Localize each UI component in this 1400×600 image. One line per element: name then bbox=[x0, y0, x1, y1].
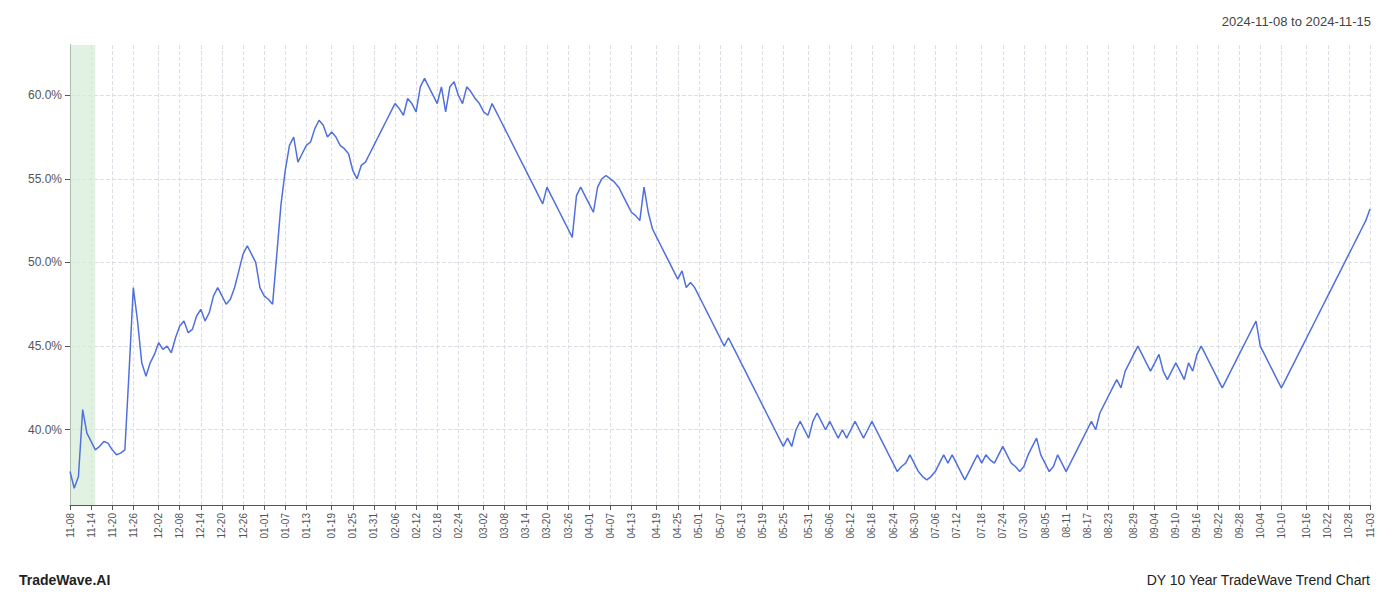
svg-text:12-08: 12-08 bbox=[174, 513, 185, 539]
svg-text:03-02: 03-02 bbox=[478, 513, 489, 539]
svg-text:09-22: 09-22 bbox=[1213, 513, 1224, 539]
svg-text:45.0%: 45.0% bbox=[28, 339, 62, 353]
svg-text:12-26: 12-26 bbox=[238, 513, 249, 539]
svg-text:01-31: 01-31 bbox=[368, 513, 379, 539]
svg-text:05-07: 05-07 bbox=[715, 513, 726, 539]
svg-text:01-13: 01-13 bbox=[301, 513, 312, 539]
svg-text:05-13: 05-13 bbox=[736, 513, 747, 539]
svg-text:06-12: 06-12 bbox=[845, 513, 856, 539]
svg-text:08-23: 08-23 bbox=[1103, 513, 1114, 539]
svg-text:11-20: 11-20 bbox=[107, 513, 118, 538]
svg-text:10-10: 10-10 bbox=[1276, 513, 1287, 539]
svg-text:50.0%: 50.0% bbox=[28, 255, 62, 269]
svg-text:11-26: 11-26 bbox=[128, 513, 139, 538]
svg-text:04-07: 04-07 bbox=[605, 513, 616, 539]
svg-text:03-26: 03-26 bbox=[563, 513, 574, 539]
svg-text:06-24: 06-24 bbox=[888, 513, 899, 539]
svg-text:07-06: 07-06 bbox=[930, 513, 941, 539]
svg-text:40.0%: 40.0% bbox=[28, 423, 62, 437]
svg-text:06-06: 06-06 bbox=[824, 513, 835, 539]
svg-text:03-20: 03-20 bbox=[541, 513, 552, 539]
svg-text:07-18: 07-18 bbox=[976, 513, 987, 539]
svg-text:06-18: 06-18 bbox=[866, 513, 877, 539]
svg-text:07-24: 07-24 bbox=[997, 513, 1008, 539]
svg-text:08-11: 08-11 bbox=[1061, 513, 1072, 538]
svg-text:05-31: 05-31 bbox=[803, 513, 814, 539]
svg-text:10-16: 10-16 bbox=[1301, 513, 1312, 539]
svg-text:TradeWave.AI: TradeWave.AI bbox=[19, 572, 110, 588]
svg-text:05-01: 05-01 bbox=[693, 513, 704, 539]
svg-text:03-14: 03-14 bbox=[520, 513, 531, 539]
svg-text:10-28: 10-28 bbox=[1343, 513, 1354, 539]
svg-text:04-19: 04-19 bbox=[651, 513, 662, 539]
svg-text:55.0%: 55.0% bbox=[28, 172, 62, 186]
svg-text:04-25: 04-25 bbox=[672, 513, 683, 539]
svg-text:02-24: 02-24 bbox=[453, 513, 464, 539]
svg-text:DY 10 Year TradeWave Trend Cha: DY 10 Year TradeWave Trend Chart bbox=[1147, 572, 1370, 588]
svg-text:09-16: 09-16 bbox=[1191, 513, 1202, 539]
svg-text:08-05: 08-05 bbox=[1040, 513, 1051, 539]
svg-text:04-13: 04-13 bbox=[626, 513, 637, 539]
svg-text:11-08: 11-08 bbox=[65, 513, 76, 538]
svg-text:01-25: 01-25 bbox=[347, 513, 358, 539]
svg-text:08-29: 08-29 bbox=[1128, 513, 1139, 539]
svg-text:2024-11-08 to 2024-11-15: 2024-11-08 to 2024-11-15 bbox=[1222, 14, 1371, 29]
svg-text:02-18: 02-18 bbox=[432, 513, 443, 539]
svg-text:09-04: 09-04 bbox=[1149, 513, 1160, 539]
svg-text:03-08: 03-08 bbox=[499, 513, 510, 539]
svg-text:05-19: 05-19 bbox=[757, 513, 768, 539]
svg-text:09-10: 09-10 bbox=[1170, 513, 1181, 539]
svg-text:06-30: 06-30 bbox=[909, 513, 920, 539]
svg-text:02-06: 02-06 bbox=[390, 513, 401, 539]
svg-text:12-20: 12-20 bbox=[216, 513, 227, 539]
svg-text:10-22: 10-22 bbox=[1322, 513, 1333, 539]
svg-text:10-04: 10-04 bbox=[1255, 513, 1266, 539]
svg-text:04-01: 04-01 bbox=[584, 513, 595, 539]
svg-text:08-17: 08-17 bbox=[1082, 513, 1093, 539]
svg-text:07-30: 07-30 bbox=[1018, 513, 1029, 539]
svg-text:11-03: 11-03 bbox=[1365, 513, 1376, 538]
svg-text:01-01: 01-01 bbox=[259, 513, 270, 539]
svg-text:02-12: 02-12 bbox=[411, 513, 422, 539]
svg-text:09-28: 09-28 bbox=[1234, 513, 1245, 539]
svg-text:05-25: 05-25 bbox=[778, 513, 789, 539]
svg-text:07-12: 07-12 bbox=[951, 513, 962, 539]
svg-text:12-02: 12-02 bbox=[153, 513, 164, 539]
svg-text:01-19: 01-19 bbox=[326, 513, 337, 539]
svg-text:12-14: 12-14 bbox=[195, 513, 206, 539]
svg-text:01-07: 01-07 bbox=[280, 513, 291, 539]
svg-text:11-14: 11-14 bbox=[86, 513, 97, 538]
svg-text:60.0%: 60.0% bbox=[28, 88, 62, 102]
